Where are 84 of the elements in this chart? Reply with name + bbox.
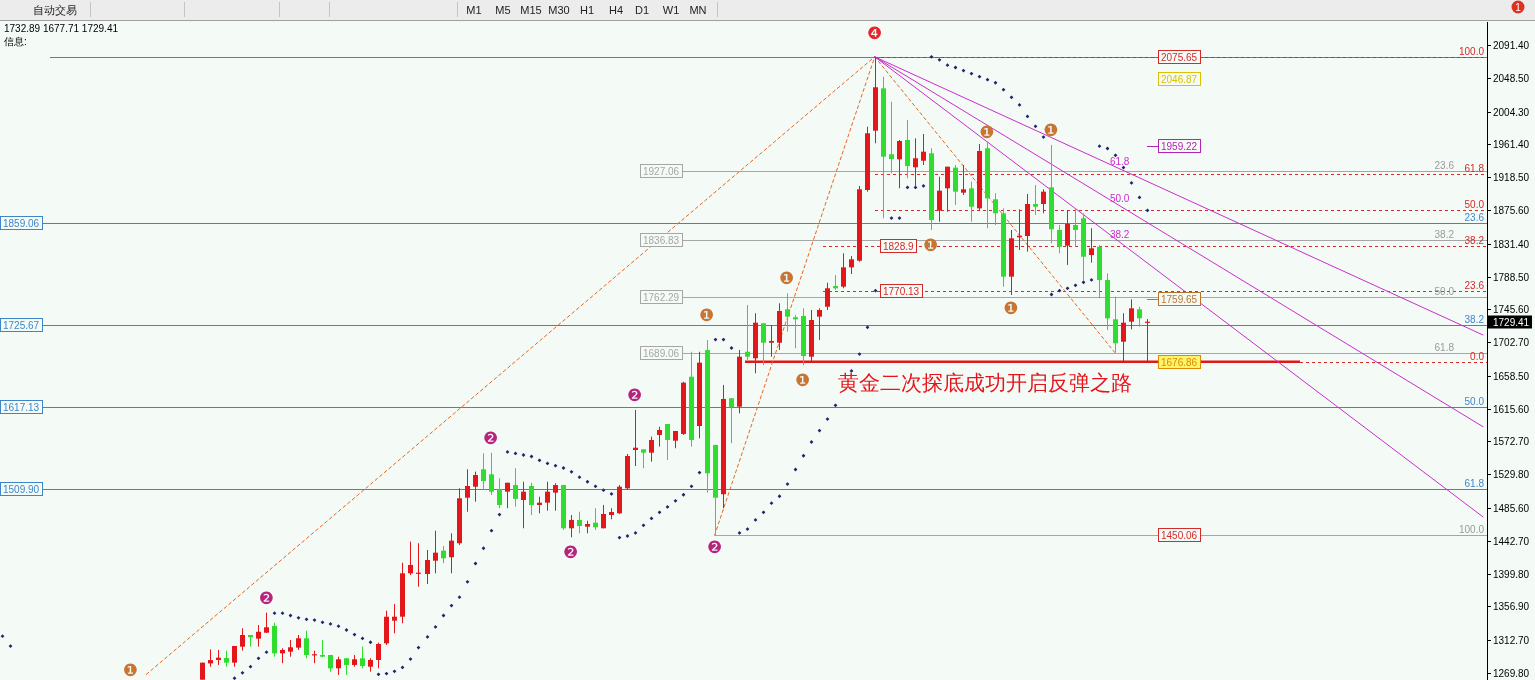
y-tick-label: 1572.70 [1493, 436, 1530, 447]
y-tick-label: 1485.60 [1493, 503, 1530, 514]
ref-line-label: 1450.06 [1158, 528, 1201, 542]
series-label: 50.0 [1109, 192, 1130, 204]
toolbar-text: W1 [662, 4, 680, 16]
ref-line-label: 1770.13 [880, 284, 923, 298]
y-tick-label: 1875.60 [1493, 205, 1530, 216]
ref-line-label: 1725.67 [0, 318, 43, 332]
series-label: 38.2 [1109, 229, 1130, 241]
y-tick-label: 1312.70 [1493, 635, 1530, 646]
ref-line-label: 1859.06 [0, 216, 43, 230]
y-tick-label: 1831.40 [1493, 239, 1530, 250]
series-label: 61.8 [1109, 155, 1130, 167]
annotation: 1732.89 1677.71 1729.41 [4, 23, 118, 34]
level-label: 61.8 [1464, 478, 1484, 489]
badge: 1 [1511, 0, 1525, 14]
level-label: 61.8 [1464, 163, 1484, 174]
ref-line-label: 1509.90 [0, 482, 43, 496]
ref-line-label: 1676.86 [1158, 355, 1201, 369]
wave-label: ❶ [1043, 120, 1059, 140]
toolbar-text: 自动交易 [33, 4, 77, 16]
toolbar-text: M15 [520, 4, 542, 16]
wave-label: ❹ [867, 23, 883, 44]
level-label: 50.0 [1464, 199, 1484, 210]
ref-line-label: 1617.13 [0, 400, 43, 414]
wave-label: ❷ [626, 384, 643, 405]
ref-line-label: 1762.29 [640, 290, 683, 304]
annotation: 黄金二次探底成功开启反弹之路 [838, 371, 1132, 394]
toolbar-text: M1 [466, 4, 482, 16]
level-label: 23.6 [1464, 280, 1484, 291]
ref-line-label: 1689.06 [640, 346, 683, 360]
wave-label: ❶ [779, 268, 795, 289]
price-label: 1959.22 [1146, 139, 1201, 153]
level-label: 61.8 [1434, 342, 1454, 353]
level-label: 38.2 [1434, 229, 1454, 240]
y-tick-label: 1918.50 [1493, 172, 1530, 183]
ref-line-label: 1927.06 [640, 164, 683, 178]
toolbar-text: D1 [634, 4, 650, 16]
y-tick-label: 2004.30 [1493, 107, 1530, 118]
level-label: 100.0 [1458, 524, 1484, 535]
y-tick-label: 2091.40 [1493, 40, 1530, 51]
y-tick-label: 2048.50 [1493, 73, 1530, 84]
wave-label: ❶ [795, 370, 811, 391]
y-tick-label: 1702.70 [1493, 337, 1530, 348]
ref-line-label: 1828.9 [880, 239, 917, 253]
wave-label: ❷ [258, 587, 275, 608]
ref-line-label: 1836.83 [640, 233, 683, 247]
y-tick-label: 1442.70 [1493, 536, 1530, 547]
level-label: 0.0 [1470, 351, 1484, 362]
y-tick-label: 1529.80 [1493, 469, 1530, 480]
y-tick-label: 1615.60 [1493, 404, 1530, 415]
y-tick-label: 1745.60 [1493, 304, 1530, 315]
wave-label: ❷ [562, 542, 579, 563]
y-tick-label: 1269.80 [1493, 668, 1530, 679]
wave-label: ❷ [482, 427, 499, 448]
wave-label: ❶ [923, 234, 939, 255]
wave-label: ❶ [1003, 298, 1019, 318]
ref-line-label: 2075.65 [1158, 50, 1201, 64]
annotation: 信息: [4, 36, 27, 47]
y-tick-label: 1961.40 [1493, 139, 1530, 150]
y-tick-label: 1658.50 [1493, 371, 1530, 382]
level-label: 38.2 [1464, 235, 1484, 246]
level-label: 38.2 [1464, 314, 1484, 325]
toolbar-text: M30 [548, 4, 570, 16]
level-label: 50.0 [1434, 286, 1454, 297]
price-label: 2046.87 [1158, 72, 1201, 86]
wave-label: ❶ [979, 122, 995, 143]
toolbar-text: H4 [608, 4, 624, 16]
wave-label: ❶ [122, 660, 138, 680]
level-label: 50.0 [1464, 396, 1484, 407]
level-label: 23.6 [1434, 160, 1454, 171]
wave-label: ❷ [707, 537, 723, 558]
toolbar-text: H1 [579, 4, 595, 16]
toolbar-text: MN [689, 4, 707, 16]
y-tick-label: 1788.50 [1493, 272, 1530, 283]
level-label: 100.0 [1458, 46, 1484, 57]
price-label: 1759.65 [1146, 292, 1201, 306]
annotation: 1959.22 [1161, 141, 1198, 152]
y-tick-label: 1356.90 [1493, 601, 1530, 612]
wave-label: ❶ [699, 304, 715, 325]
y-tick-label: 1399.80 [1493, 569, 1530, 580]
level-label: 23.6 [1464, 212, 1484, 223]
toolbar-text: M5 [495, 4, 511, 16]
annotation: 1759.65 [1161, 294, 1198, 305]
